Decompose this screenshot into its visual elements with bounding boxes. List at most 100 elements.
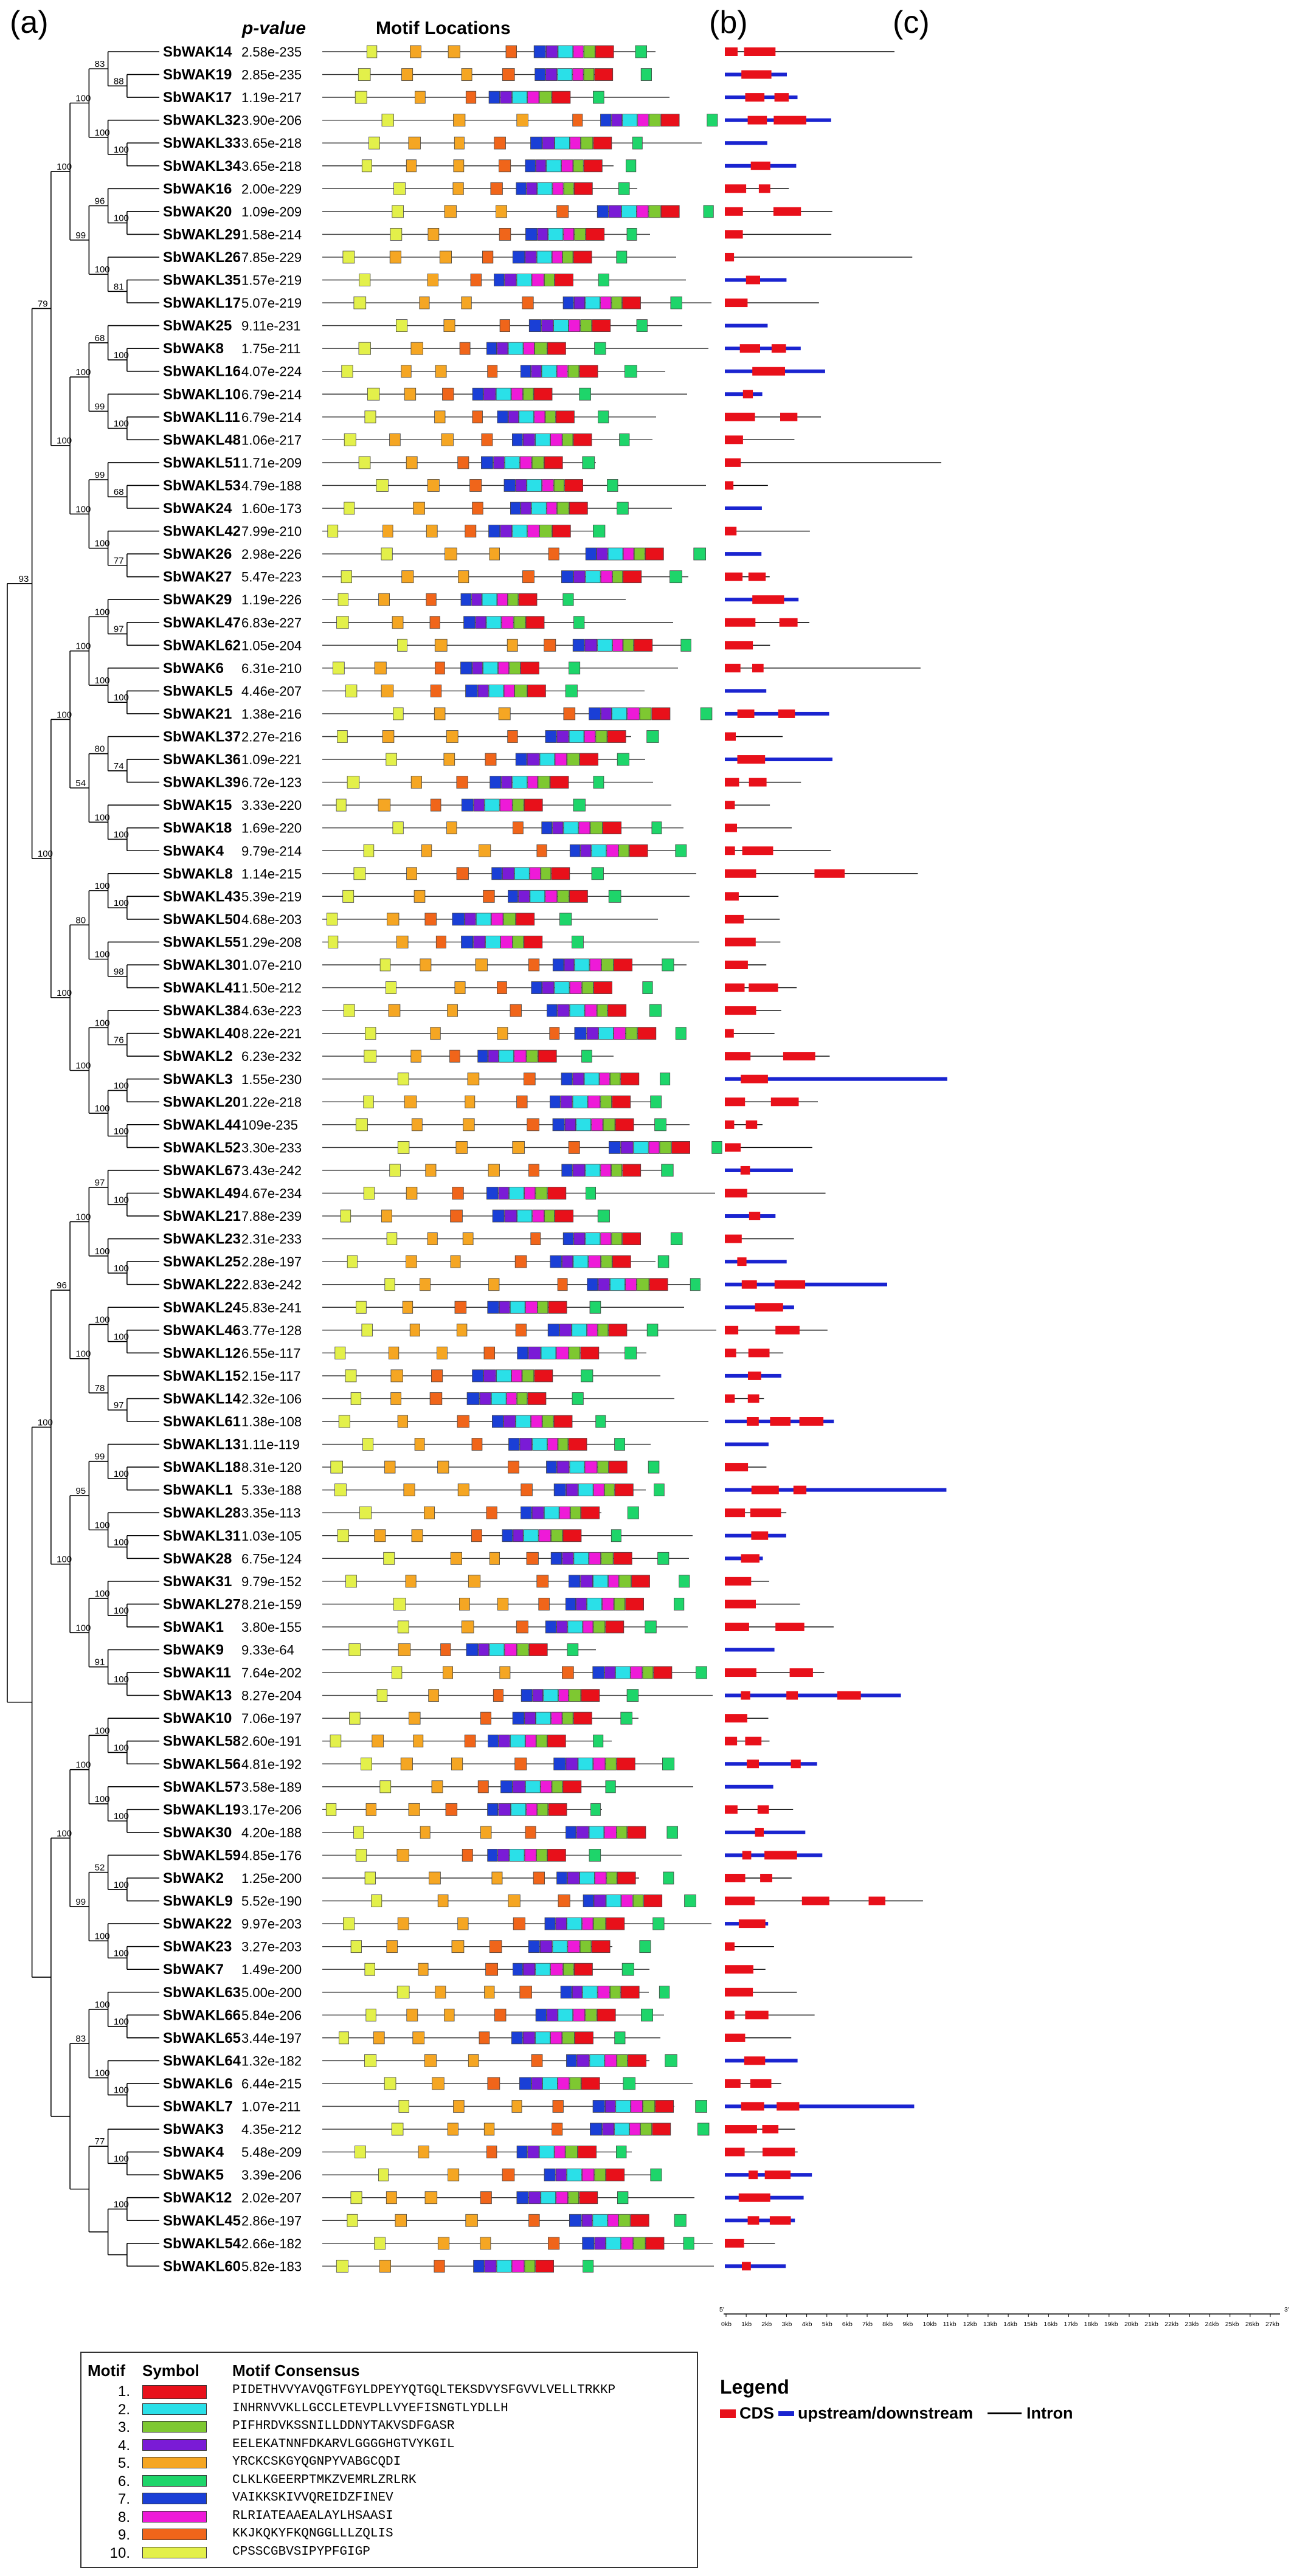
motif-10-box — [398, 2100, 409, 2113]
motif-1-box — [613, 1552, 632, 1565]
motif-4-box — [477, 685, 489, 697]
motif-10-box — [328, 936, 339, 948]
motif-3-box — [542, 1415, 554, 1428]
motif-7-box — [541, 821, 552, 835]
cds-exon — [725, 1576, 752, 1586]
motif-1-box — [548, 1300, 567, 1314]
gene-row: SbWAK1 3.80e-155 — [163, 1619, 834, 1635]
utr-segment — [725, 1784, 773, 1789]
motif-9-box — [531, 2054, 543, 2067]
bootstrap-value: 100 — [114, 1674, 129, 1685]
motif-8-box — [561, 159, 573, 173]
motif-2-box — [535, 1963, 550, 1976]
motif-6-box — [711, 1141, 722, 1154]
motif-6-box — [654, 1483, 665, 1497]
motif-6-box — [693, 547, 707, 561]
gene-row: SbWAKL14 2.32e-106 — [163, 1390, 764, 1407]
motif-2-box — [622, 114, 638, 127]
motif-2-box — [592, 2214, 608, 2227]
cds-exon — [725, 732, 736, 741]
motif-4-box — [580, 1575, 593, 1588]
motif-9-box — [528, 2214, 540, 2227]
gene-row: SbWAKL21 7.88e-239 — [163, 1208, 776, 1224]
gene-name: SbWAKL1 — [163, 1482, 233, 1499]
motif-5-box — [443, 1666, 454, 1679]
motif-4-box — [604, 1666, 615, 1679]
scale-tick-label: 25kb — [1225, 2321, 1239, 2328]
gene-row: SbWAKL15 2.15e-117 — [163, 1368, 781, 1384]
motif-10-box — [396, 1986, 410, 1999]
bootstrap-value: 99 — [95, 470, 105, 480]
motif-4-box — [594, 2237, 606, 2250]
motif-2-box — [555, 136, 570, 150]
p-value: 2.15e-117 — [241, 1369, 300, 1384]
scale-tick-label: 13kb — [983, 2321, 997, 2328]
p-value: 6.31e-210 — [241, 661, 302, 676]
motif-9-box — [494, 136, 506, 150]
cds-exon — [752, 595, 784, 604]
motif-10-box — [389, 1164, 401, 1177]
p-value: 2.02e-207 — [241, 2191, 302, 2206]
motif-7-box — [560, 1986, 572, 1999]
motif-7-box — [486, 342, 497, 355]
motif-8-box — [604, 2054, 617, 2067]
motif-10-box — [397, 1072, 409, 1086]
gene-name: SbWAKL58 — [163, 1733, 241, 1750]
motif-2-box — [488, 685, 504, 697]
cds-exon — [725, 1348, 736, 1358]
motif-3-box — [513, 936, 524, 948]
cds-exon — [750, 161, 770, 170]
motif-2-box — [527, 479, 542, 492]
p-value: 1.38e-108 — [241, 1414, 302, 1429]
motif-5-box — [467, 1072, 480, 1086]
motif-4-box — [484, 2259, 497, 2273]
bootstrap-value: 83 — [95, 59, 105, 69]
motif-7-box — [561, 1164, 573, 1177]
motif-1-box — [660, 205, 680, 218]
bootstrap-value: 100 — [57, 1555, 72, 1565]
motif-3-box — [617, 2054, 628, 2067]
motif-8-box — [595, 1871, 607, 1885]
motif-5-box — [427, 1232, 438, 1245]
p-value: 1.07e-211 — [241, 2099, 300, 2115]
gene-row: SbWAKL48 1.06e-217 — [163, 432, 795, 448]
motif-7-box — [465, 685, 478, 697]
motif-1-box — [552, 91, 571, 104]
scale-tick-label: 4kb — [802, 2321, 812, 2328]
bootstrap-value: 100 — [95, 950, 110, 960]
motif-5-box — [447, 2122, 458, 2136]
motif-6-box — [620, 1711, 632, 1725]
motif-5-box — [389, 250, 402, 264]
motif-number: 5. — [117, 2455, 130, 2471]
motif-5-box — [431, 1780, 443, 1794]
cds-exon — [725, 252, 735, 261]
gene-row: SbWAK8 1.75e-211 — [163, 340, 801, 357]
cds-exon — [746, 1120, 758, 1129]
motif-10-box — [366, 45, 378, 58]
motif-10-box — [327, 913, 338, 926]
motif-number: 3. — [117, 2419, 130, 2436]
cds-exon — [750, 1508, 781, 1518]
p-value: 8.22e-221 — [241, 1026, 302, 1041]
motif-7-box — [519, 2077, 532, 2090]
motif-3-box — [580, 1940, 592, 1953]
motif-7-box — [515, 753, 527, 766]
p-value: 3.65e-218 — [241, 159, 302, 174]
motif-legend-row: 4. EELEKATNNFDKARVLGGGGHGTVYKGIL — [81, 2437, 696, 2454]
motif-1-box — [518, 593, 538, 606]
motif-5-box — [408, 1803, 420, 1816]
p-value: 5.82e-183 — [241, 2259, 302, 2274]
bootstrap-value: 79 — [38, 299, 48, 309]
cds-exon — [725, 846, 735, 855]
motif-5-box — [435, 1986, 446, 1999]
motif-6-box — [642, 981, 653, 994]
gene-name: SbWAK24 — [163, 500, 232, 517]
motif-10-box — [368, 136, 380, 150]
legend-item-cds: CDS — [720, 2404, 774, 2423]
motif-2-box — [585, 1232, 601, 1245]
motif-9-box — [424, 913, 437, 926]
p-value: 3.33e-220 — [241, 798, 302, 813]
motif-2-box — [486, 616, 502, 629]
motif-6-box — [598, 274, 609, 286]
motif-6-box — [611, 1529, 621, 1542]
